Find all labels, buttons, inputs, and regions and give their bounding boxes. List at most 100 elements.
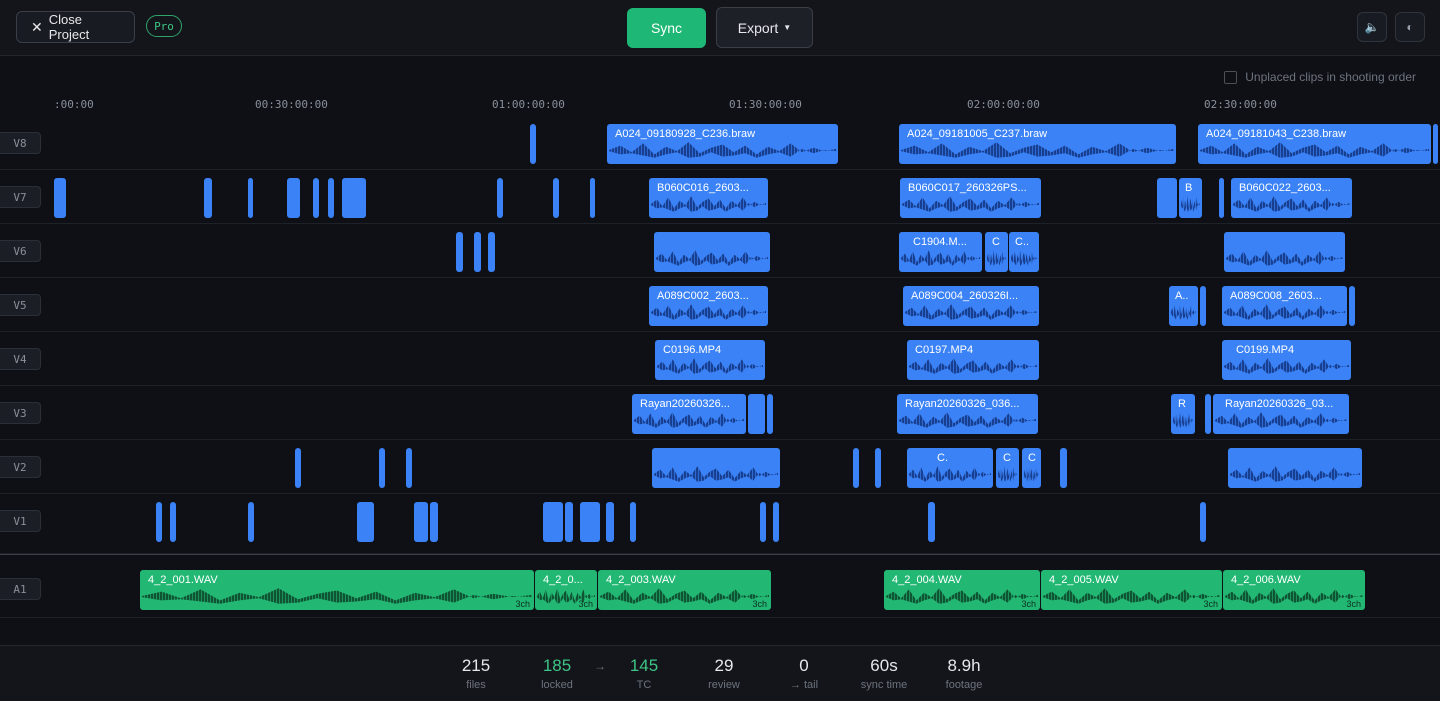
clip-marker[interactable] — [248, 178, 253, 218]
video-clip[interactable]: A024_09181005_C237.braw — [899, 124, 1176, 164]
video-clip[interactable]: C1904.M... — [899, 232, 982, 272]
video-clip[interactable]: A024_09181043_C238.braw — [1198, 124, 1431, 164]
video-clip[interactable]: B060C022_2603... — [1231, 178, 1352, 218]
video-clip[interactable]: B060C016_2603... — [649, 178, 768, 218]
track-label-v8[interactable]: V8 — [0, 132, 41, 154]
track-label-v6[interactable]: V6 — [0, 240, 41, 262]
clip-marker[interactable] — [313, 178, 319, 218]
video-clip[interactable]: C — [985, 232, 1008, 272]
clip-marker[interactable] — [204, 178, 212, 218]
video-clip[interactable]: R — [1171, 394, 1195, 434]
clip-marker[interactable] — [748, 394, 765, 434]
clip-marker[interactable] — [406, 448, 412, 488]
video-clip[interactable]: C0196.MP4 — [655, 340, 765, 380]
video-clip[interactable]: Rayan20260326... — [632, 394, 746, 434]
waveform — [901, 142, 1174, 158]
unplaced-clips-toggle[interactable]: Unplaced clips in shooting order — [1224, 70, 1416, 84]
clip-marker[interactable] — [54, 178, 66, 218]
clip-marker[interactable] — [853, 448, 859, 488]
clip-marker[interactable] — [1157, 178, 1177, 218]
clip-marker[interactable] — [928, 502, 935, 542]
clip-name: 4_2_001.WAV — [148, 574, 218, 586]
audio-clip[interactable]: 4_2_0... 3ch — [535, 570, 597, 610]
clip-marker[interactable] — [295, 448, 301, 488]
audio-clip[interactable]: 4_2_004.WAV 3ch — [884, 570, 1040, 610]
video-clip[interactable] — [654, 232, 770, 272]
clip-marker[interactable] — [342, 178, 366, 218]
clip-marker[interactable] — [1349, 286, 1355, 326]
video-clip[interactable] — [1228, 448, 1362, 488]
close-project-label: Close Project — [48, 12, 90, 42]
ruler-tick: 01:00:00:00 — [492, 98, 565, 111]
clip-marker[interactable] — [1200, 502, 1206, 542]
video-clip[interactable]: C — [996, 448, 1019, 488]
clip-marker[interactable] — [414, 502, 428, 542]
clip-marker[interactable] — [760, 502, 766, 542]
video-clip[interactable]: A089C008_2603... — [1222, 286, 1347, 326]
track-label-v2[interactable]: V2 — [0, 456, 41, 478]
clip-marker[interactable] — [488, 232, 495, 272]
video-clip[interactable]: Rayan20260326_036... — [897, 394, 1038, 434]
track-label-v3[interactable]: V3 — [0, 402, 41, 424]
video-clip[interactable] — [1224, 232, 1345, 272]
clip-marker[interactable] — [553, 178, 559, 218]
video-clip[interactable]: B — [1179, 178, 1202, 218]
clip-marker[interactable] — [1060, 448, 1067, 488]
clip-marker[interactable] — [357, 502, 374, 542]
video-clip[interactable]: A089C004_260326I... — [903, 286, 1039, 326]
clip-marker[interactable] — [497, 178, 503, 218]
sync-button[interactable]: Sync — [627, 8, 706, 48]
clip-marker[interactable] — [530, 124, 536, 164]
video-clip[interactable]: A.. — [1169, 286, 1198, 326]
track-label-a1[interactable]: A1 — [0, 578, 41, 600]
clip-marker[interactable] — [1200, 286, 1206, 326]
audio-clip[interactable]: 4_2_005.WAV 3ch — [1041, 570, 1222, 610]
unplaced-checkbox[interactable] — [1224, 70, 1238, 84]
video-clip[interactable]: A024_09180928_C236.braw — [607, 124, 838, 164]
clip-marker[interactable] — [630, 502, 636, 542]
clip-marker[interactable] — [474, 232, 481, 272]
track-label-v1[interactable]: V1 — [0, 510, 41, 532]
track-row-v3 — [0, 386, 1440, 440]
stat-value: 8.9h — [947, 656, 981, 675]
clip-marker[interactable] — [767, 394, 773, 434]
clip-marker[interactable] — [1205, 394, 1211, 434]
clip-marker[interactable] — [875, 448, 881, 488]
clip-marker[interactable] — [565, 502, 573, 542]
clip-marker[interactable] — [156, 502, 162, 542]
video-clip[interactable]: C. — [907, 448, 993, 488]
video-clip[interactable]: C.. — [1009, 232, 1039, 272]
clip-marker[interactable] — [248, 502, 254, 542]
clip-marker[interactable] — [606, 502, 614, 542]
video-clip[interactable]: C — [1022, 448, 1041, 488]
video-clip[interactable]: A089C002_2603... — [649, 286, 768, 326]
video-clip[interactable]: Rayan20260326_03... — [1213, 394, 1349, 434]
clip-marker[interactable] — [1219, 178, 1224, 218]
clip-marker[interactable] — [543, 502, 563, 542]
audio-clip[interactable]: 4_2_001.WAV 3ch — [140, 570, 534, 610]
clip-marker[interactable] — [580, 502, 600, 542]
volume-button[interactable]: 🔈 — [1357, 12, 1387, 42]
clip-marker[interactable] — [170, 502, 176, 542]
clip-marker[interactable] — [456, 232, 463, 272]
audio-clip[interactable]: 4_2_003.WAV 3ch — [598, 570, 771, 610]
video-clip[interactable]: C0199.MP4 — [1222, 340, 1351, 380]
clip-marker[interactable] — [328, 178, 334, 218]
clip-marker[interactable] — [287, 178, 300, 218]
video-clip[interactable]: C0197.MP4 — [907, 340, 1039, 380]
track-label-v4[interactable]: V4 — [0, 348, 41, 370]
theme-toggle-button[interactable]: ◐ — [1395, 12, 1425, 42]
export-button[interactable]: Export ▼ — [716, 7, 813, 48]
clip-marker[interactable] — [430, 502, 438, 542]
track-label-v5[interactable]: V5 — [0, 294, 41, 316]
close-project-button[interactable]: ✕ Close Project — [16, 11, 135, 43]
clip-marker[interactable] — [379, 448, 385, 488]
video-clip[interactable]: B060C017_260326PS... — [900, 178, 1041, 218]
clip-marker[interactable] — [773, 502, 779, 542]
video-clip[interactable] — [652, 448, 780, 488]
waveform — [634, 412, 744, 428]
clip-marker[interactable] — [1433, 124, 1438, 164]
audio-clip[interactable]: 4_2_006.WAV 3ch — [1223, 570, 1365, 610]
clip-marker[interactable] — [590, 178, 595, 218]
track-label-v7[interactable]: V7 — [0, 186, 41, 208]
